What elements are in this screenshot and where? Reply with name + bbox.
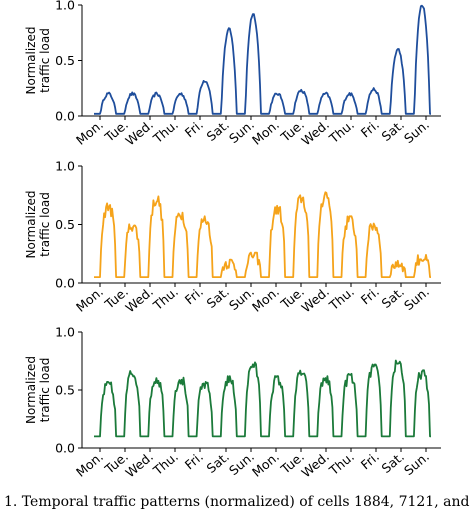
x-tick-label: Sun. [226, 284, 257, 313]
x-tick-label: Sat. [379, 284, 407, 311]
y-tick-label: 0.5 [55, 383, 75, 398]
x-tick-label: Mon. [73, 284, 106, 315]
x-tick-label: Wed. [298, 449, 332, 481]
y-axis-label-line2: traffic load [38, 358, 52, 423]
x-tick-label: Sat. [379, 117, 407, 144]
figure-caption: 1. Temporal traffic patterns (normalized… [4, 494, 474, 510]
x-tick-label: Thu. [149, 449, 180, 479]
x-tick-label: Wed. [298, 284, 332, 316]
y-axis-label-line1: Normalized [24, 190, 38, 258]
y-tick-label: 0.0 [55, 276, 75, 291]
x-tick-label: Sun. [401, 284, 432, 313]
y-axis-label-line1: Normalized [24, 356, 38, 424]
x-tick-label: Mon. [73, 449, 106, 480]
x-tick-label: Mon. [73, 117, 106, 148]
y-axis-label-line2: traffic load [38, 28, 52, 93]
x-tick-label: Thu. [325, 117, 356, 147]
x-tick-label: Fri. [182, 284, 206, 308]
x-tick-label: Thu. [149, 284, 180, 314]
x-tick-label: Mon. [249, 449, 282, 480]
x-tick-label: Mon. [249, 117, 282, 148]
x-tick-label: Sun. [401, 449, 432, 478]
y-tick-label: 1.0 [55, 159, 75, 174]
x-tick-label: Fri. [358, 117, 382, 141]
y-tick-label: 0.0 [55, 109, 75, 124]
y-tick-label: 1.0 [55, 325, 75, 340]
y-tick-label: 0.0 [55, 441, 75, 456]
x-tick-label: Sun. [226, 449, 257, 478]
x-tick-label: Fri. [358, 449, 382, 473]
y-tick-label: 0.5 [55, 217, 75, 232]
x-tick-label: Sun. [226, 117, 257, 146]
x-tick-label: Fri. [182, 449, 206, 473]
series-line [94, 359, 431, 438]
x-tick-label: Wed. [122, 284, 156, 316]
x-tick-label: Fri. [358, 284, 382, 308]
y-axis-label-line2: traffic load [38, 192, 52, 257]
x-tick-label: Sat. [379, 449, 407, 476]
x-tick-label: Thu. [325, 284, 356, 314]
x-tick-label: Sat. [204, 449, 232, 476]
x-tick-label: Thu. [325, 449, 356, 479]
y-tick-label: 1.0 [55, 0, 75, 13]
x-tick-label: Mon. [249, 284, 282, 315]
x-tick-label: Wed. [298, 117, 332, 149]
x-tick-label: Wed. [122, 117, 156, 149]
series-line [94, 4, 431, 115]
x-tick-label: Sat. [204, 117, 232, 144]
y-tick-label: 0.5 [55, 53, 75, 68]
x-tick-label: Sun. [401, 117, 432, 146]
x-tick-label: Thu. [149, 117, 180, 147]
x-tick-label: Sat. [204, 284, 232, 311]
series-line [94, 191, 431, 279]
y-axis-label-line1: Normalized [24, 26, 38, 94]
x-tick-label: Fri. [182, 117, 206, 141]
x-tick-label: Wed. [122, 449, 156, 481]
